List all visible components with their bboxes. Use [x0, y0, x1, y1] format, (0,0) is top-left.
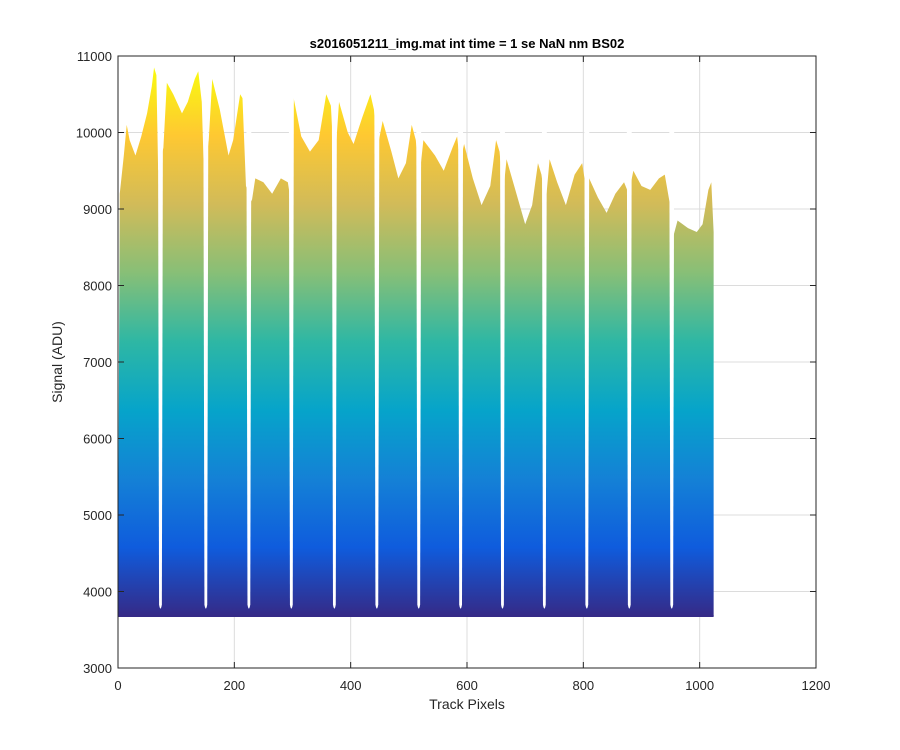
trough-notch: [626, 56, 632, 609]
x-tick-label: 200: [223, 678, 245, 693]
trough-notch: [157, 56, 164, 609]
x-tick-label: 600: [456, 678, 478, 693]
y-tick-label: 6000: [83, 432, 112, 447]
y-tick-label: 7000: [83, 355, 112, 370]
trough-notch: [499, 56, 506, 609]
trough-notch: [374, 56, 380, 609]
trough-notch: [584, 56, 590, 609]
y-tick-label: 5000: [83, 508, 112, 523]
trough-notch: [541, 56, 547, 609]
trough-notch: [288, 56, 294, 609]
y-tick-label: 4000: [83, 585, 112, 600]
y-axis-ticks: 3000 4000 5000 6000 7000 8000 9000 10000 11000: [76, 49, 816, 676]
x-axis-label: Track Pixels: [429, 696, 505, 712]
y-tick-label: 3000: [83, 661, 112, 676]
chart-title: s2016051211_img.mat int time = 1 se NaN …: [310, 36, 625, 51]
x-axis-ticks: 0 200 400 600 800 1000 1200: [114, 56, 830, 693]
y-tick-label: 8000: [83, 279, 112, 294]
trough-notch: [246, 56, 252, 609]
y-tick-label: 9000: [83, 202, 112, 217]
plot-area: [118, 56, 714, 617]
y-tick-label: 11000: [77, 49, 112, 64]
x-tick-label: 0: [114, 678, 121, 693]
trough-notch: [458, 56, 464, 609]
trough-notch: [331, 56, 337, 609]
trough-markers: [157, 56, 675, 609]
x-tick-label: 400: [340, 678, 362, 693]
x-tick-label: 1200: [802, 678, 831, 693]
x-tick-label: 800: [572, 678, 594, 693]
x-tick-label: 1000: [685, 678, 714, 693]
signal-envelope-fill: [118, 67, 714, 616]
trough-notch: [203, 56, 209, 609]
y-tick-label: 10000: [76, 126, 112, 141]
y-axis-label: Signal (ADU): [49, 321, 65, 403]
trough-notch: [416, 56, 422, 609]
trough-notch: [669, 56, 675, 609]
